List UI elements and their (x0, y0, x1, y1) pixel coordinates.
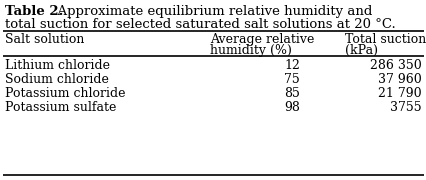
Text: Average relative: Average relative (210, 33, 314, 46)
Text: 12: 12 (283, 59, 299, 72)
Text: 75: 75 (284, 73, 299, 86)
Text: 98: 98 (283, 101, 299, 114)
Text: Sodium chloride: Sodium chloride (5, 73, 109, 86)
Text: Potassium chloride: Potassium chloride (5, 87, 125, 100)
Text: 37 960: 37 960 (377, 73, 421, 86)
Text: Salt solution: Salt solution (5, 33, 84, 46)
Text: Table 2.: Table 2. (5, 5, 63, 18)
Text: 286 350: 286 350 (369, 59, 421, 72)
Text: Approximate equilibrium relative humidity and: Approximate equilibrium relative humidit… (49, 5, 371, 18)
Text: 3755: 3755 (389, 101, 421, 114)
Text: Lithium chloride: Lithium chloride (5, 59, 110, 72)
Text: Potassium sulfate: Potassium sulfate (5, 101, 116, 114)
Text: 21 790: 21 790 (377, 87, 421, 100)
Text: humidity (%): humidity (%) (210, 44, 291, 57)
Text: 85: 85 (283, 87, 299, 100)
Text: total suction for selected saturated salt solutions at 20 °C.: total suction for selected saturated sal… (5, 18, 395, 31)
Text: (kPa): (kPa) (344, 44, 377, 57)
Text: Total suction: Total suction (344, 33, 425, 46)
